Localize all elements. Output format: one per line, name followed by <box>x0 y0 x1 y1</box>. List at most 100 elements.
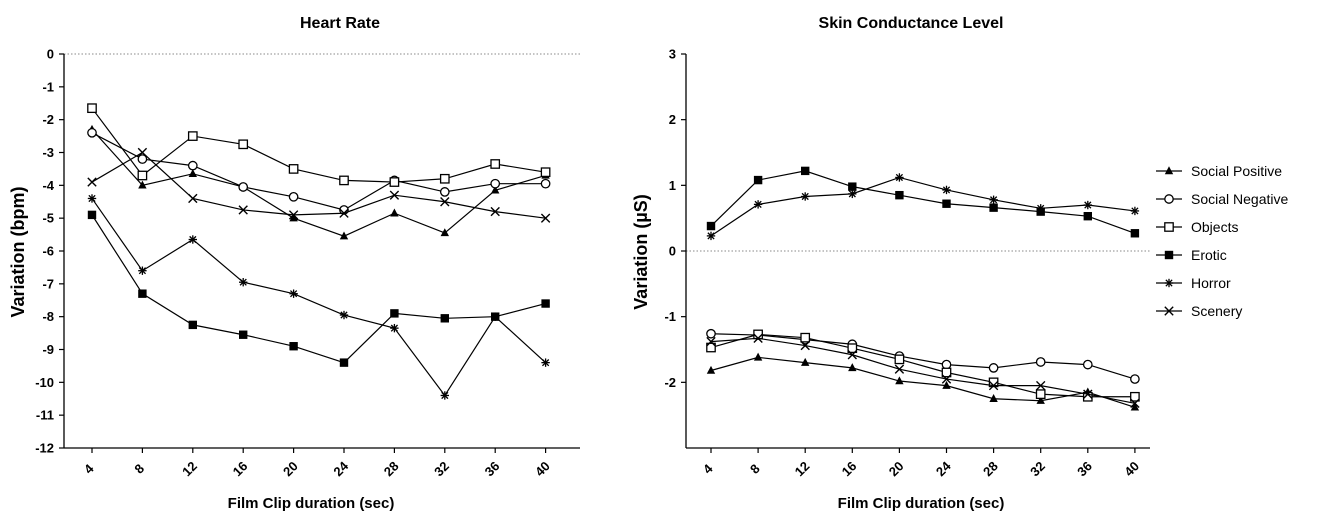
data-point-horror <box>289 289 298 298</box>
legend-item-social-positive: Social Positive <box>1156 163 1282 179</box>
heart-rate-chart: Heart Rate Film Clip duration (sec) Vari… <box>8 15 580 512</box>
data-point-erotic <box>942 199 951 208</box>
data-point-objects <box>187 131 198 141</box>
y-tick-label: -3 <box>42 145 54 160</box>
y-tick-label: 0 <box>669 244 676 259</box>
x-tick-label: 28 <box>381 458 402 479</box>
legend-item-scenery: Scenery <box>1156 303 1242 319</box>
data-point-horror <box>440 391 449 400</box>
chart-title: Heart Rate <box>300 15 380 32</box>
data-point-social-positive <box>1036 396 1045 404</box>
data-point-horror <box>188 235 197 244</box>
data-point-scenery <box>1083 389 1093 399</box>
data-point-horror <box>390 323 399 333</box>
data-point-scenery <box>288 210 299 220</box>
data-point-scenery <box>238 205 248 215</box>
data-point-objects <box>339 175 349 186</box>
data-point-horror <box>895 173 904 182</box>
data-point-objects <box>847 343 858 354</box>
x-tick-label: 28 <box>980 458 1001 479</box>
data-point-social-positive <box>895 376 904 385</box>
skin-conductance-chart: Skin Conductance Level Film Clip duratio… <box>631 15 1150 512</box>
x-tick-label: 32 <box>1027 458 1048 479</box>
series-social-positive <box>87 124 550 240</box>
series-scenery <box>87 147 551 223</box>
y-tick-label: -2 <box>664 375 676 390</box>
series-line-scenery <box>91 151 546 219</box>
series-erotic <box>706 166 1140 238</box>
y-tick-label: -4 <box>42 178 54 193</box>
series-erotic <box>87 210 550 367</box>
data-point-objects <box>1035 389 1046 400</box>
data-point-scenery <box>753 333 763 344</box>
data-point-scenery <box>988 380 999 391</box>
data-point-horror <box>339 310 349 320</box>
data-point-social-positive <box>942 380 951 389</box>
y-tick-label: -8 <box>42 309 54 324</box>
series-line-erotic <box>91 214 546 364</box>
data-point-erotic <box>848 182 857 191</box>
legend-label: Objects <box>1191 219 1238 235</box>
x-tick-label: 16 <box>839 458 860 479</box>
y-tick-label: -12 <box>35 441 54 456</box>
data-point-social-negative <box>137 154 148 164</box>
series-social-negative <box>87 127 551 215</box>
x-tick-label: 12 <box>179 458 200 479</box>
data-point-scenery <box>339 208 349 218</box>
x-tick-label: 12 <box>792 458 813 479</box>
data-point-social-negative <box>941 359 952 370</box>
data-point-horror <box>848 189 857 199</box>
y-tick-label: 1 <box>669 178 676 193</box>
legend-marker-erotic <box>1164 250 1174 260</box>
data-point-social-negative <box>1130 374 1140 384</box>
y-tick-label: -1 <box>664 309 676 324</box>
data-point-horror <box>753 200 763 209</box>
data-point-objects <box>753 329 763 340</box>
legend-marker-social-negative <box>1164 194 1174 204</box>
data-point-social-negative <box>87 127 97 138</box>
series-line-horror <box>710 176 1135 237</box>
data-point-objects <box>1130 391 1140 402</box>
data-point-scenery <box>440 197 450 207</box>
data-point-erotic <box>1083 211 1092 221</box>
data-point-objects <box>87 103 97 114</box>
data-point-social-positive <box>801 357 810 366</box>
data-point-social-negative <box>706 328 716 339</box>
series-horror <box>706 173 1140 241</box>
data-point-objects <box>941 367 952 378</box>
data-point-objects <box>439 173 450 184</box>
x-tick-label: 40 <box>1121 458 1142 479</box>
y-tick-label: -7 <box>42 276 54 291</box>
data-point-erotic <box>339 358 349 367</box>
data-point-scenery <box>540 213 551 223</box>
y-axis-label: Variation (µS) <box>631 194 651 309</box>
data-point-social-negative <box>187 160 198 171</box>
legend-label: Social Positive <box>1191 163 1282 179</box>
y-tick-label: -9 <box>42 342 54 357</box>
series-scenery <box>706 333 1140 409</box>
legend-label: Scenery <box>1191 303 1242 319</box>
chart-title: Skin Conductance Level <box>819 15 1004 32</box>
plot-area: 0 -1 -2 -3 -4 -5 -6 -7 -8 -9 -10 -11 -12 4 8 12 16 20 24 28… <box>35 47 580 479</box>
x-tick-label: 20 <box>886 458 907 479</box>
data-point-scenery <box>706 336 716 347</box>
data-point-erotic <box>390 309 399 318</box>
data-point-horror <box>989 195 998 204</box>
data-point-social-negative <box>1082 359 1093 370</box>
series-line-scenery <box>710 337 1136 404</box>
data-point-social-positive <box>706 365 716 374</box>
data-point-scenery <box>847 350 857 360</box>
x-tick-label: 16 <box>230 458 251 479</box>
data-point-erotic <box>989 203 998 212</box>
data-point-objects <box>800 332 811 343</box>
data-point-horror <box>942 185 951 195</box>
data-point-horror <box>138 266 147 275</box>
data-point-scenery <box>1036 380 1046 391</box>
y-tick-label: -2 <box>42 112 54 127</box>
data-point-erotic <box>753 175 763 185</box>
data-point-social-positive <box>188 169 197 178</box>
data-point-scenery <box>941 374 952 384</box>
x-tick-label: 36 <box>1074 458 1095 479</box>
y-tick-label: 0 <box>47 47 54 62</box>
x-tick-label: 24 <box>933 458 954 479</box>
